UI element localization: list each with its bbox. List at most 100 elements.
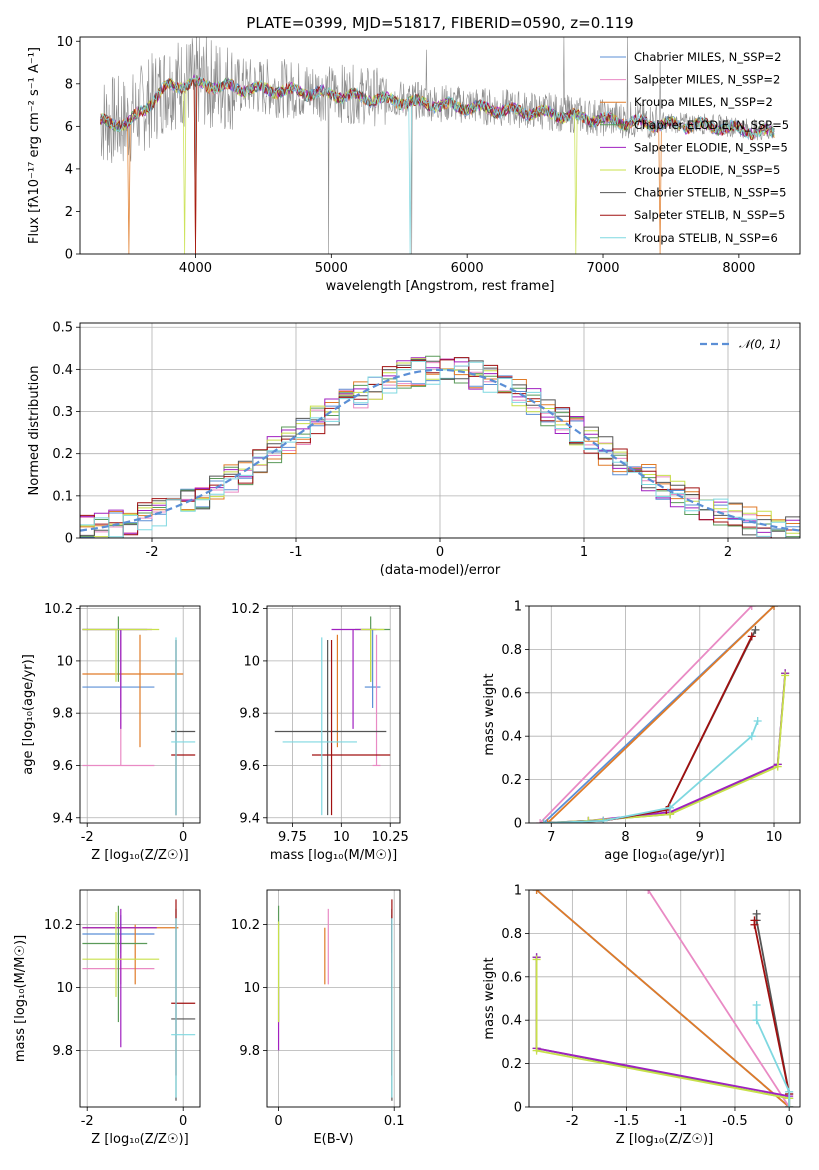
x-tick-label: 1	[580, 545, 588, 560]
y-tick-label: 1	[514, 600, 522, 615]
x-tick-label: -1.5	[614, 1114, 639, 1129]
legend-label: Salpeter STELIB, N_SSP=5	[634, 208, 785, 222]
y-tick-label: 0	[514, 1101, 522, 1116]
marker-chabrier_stelib	[751, 625, 760, 634]
marker-kroupa_stelib	[752, 1016, 761, 1025]
y-axis-label: mass weight	[482, 957, 497, 1039]
x-tick-label: 9.75	[278, 830, 307, 845]
y-tick-label: 10	[56, 981, 73, 996]
y-tick-label: 0.4	[501, 1014, 522, 1029]
y-tick-label: 0.3	[52, 405, 73, 420]
x-axis-label: (data-model)/error	[380, 563, 501, 578]
y-tick-label: 6	[65, 120, 73, 135]
marker-kroupa_miles	[770, 606, 779, 610]
y-tick-label: 10.2	[231, 602, 260, 617]
mass-weight-line-kroupa_miles	[536, 890, 790, 1107]
x-axis-label: age [log₁₀(age/yr)]	[604, 848, 725, 863]
mass-weight-line-kroupa_miles	[546, 606, 775, 823]
y-tick-label: 9.6	[239, 759, 260, 774]
x-tick-label: 0	[785, 1114, 793, 1129]
x-tick-label: 4000	[179, 261, 212, 276]
x-axis-label: wavelength [Angstrom, rest frame]	[326, 279, 555, 294]
y-tick-label: 0.2	[52, 447, 73, 462]
legend-label-normal: 𝒩(0, 1)	[739, 337, 781, 351]
y-tick-label: 8	[65, 77, 73, 92]
legend-label: Kroupa ELODIE, N_SSP=5	[634, 163, 780, 177]
marker-salpeter_stelib	[747, 632, 756, 641]
panel-7: -2 -1.5 -1 -0.5 0 0 0.2 0.4 0.6 0.8 1 Z [log₁₀(Z/Z☉…	[482, 884, 801, 1147]
model-spectrum-8	[100, 77, 775, 254]
x-tick-label: 10	[766, 830, 783, 845]
x-tick-label: -2	[566, 1114, 579, 1129]
mass-weight-line-kroupa_stelib	[755, 1005, 791, 1107]
plot-area-3	[267, 606, 400, 823]
panel-5: -2 0 9.8 10 10.2 Z [log₁₀(Z/Z☉)] mass [log₁₀(M…	[13, 889, 201, 1147]
x-tick-label: 7	[547, 830, 555, 845]
x-axis-label: E(B-V)	[313, 1132, 353, 1147]
x-axis-label: Z [log₁₀(Z/Z☉)]	[91, 848, 188, 863]
y-tick-label: 0.4	[501, 730, 522, 745]
mass-weight-line-kroupa_elodie	[535, 959, 791, 1107]
marker-kroupa_stelib	[599, 816, 608, 823]
marker-kroupa_miles	[532, 890, 541, 894]
x-tick-label: 0	[179, 830, 187, 845]
x-tick-label: 9	[696, 830, 704, 845]
x-tick-label: 5000	[315, 261, 348, 276]
x-axis-label: Z [log₁₀(Z/Z☉)]	[616, 1132, 713, 1147]
axes-frame	[79, 889, 201, 1108]
x-axis-label: mass [log₁₀(M/M☉)]	[270, 848, 397, 863]
y-tick-label: 9.8	[239, 1044, 260, 1059]
marker-kroupa_elodie	[532, 955, 541, 964]
mass-weight-line-kroupa_elodie	[543, 675, 787, 823]
y-tick-label: 0.5	[52, 321, 73, 336]
marker-kroupa_stelib	[752, 1001, 761, 1010]
x-tick-label: -0.5	[722, 1114, 747, 1129]
y-tick-label: 10	[56, 35, 73, 50]
y-tick-label: 0.8	[501, 927, 522, 942]
chart-title: PLATE=0399, MJD=51817, FIBERID=0590, z=0…	[246, 14, 633, 32]
y-tick-label: 0.8	[501, 643, 522, 658]
panel-4: 7 8 9 10 0 0.2 0.4 0.6 0.8 1 age [log₁₀(age/yr)] ma…	[482, 600, 801, 863]
marker-salpeter_stelib	[750, 920, 759, 929]
axes-frame	[266, 605, 401, 824]
x-tick-label: 8	[621, 830, 629, 845]
legend-label: Kroupa MILES, N_SSP=2	[634, 95, 773, 109]
y-tick-label: 10.2	[231, 918, 260, 933]
y-axis-label: mass [log₁₀(M/M☉)]	[13, 935, 28, 1062]
x-tick-label: 0.1	[384, 1114, 405, 1129]
x-tick-label: 10	[333, 830, 350, 845]
axes-frame	[79, 322, 801, 539]
histogram-salpeter_stelib	[80, 357, 800, 538]
y-tick-label: 9.8	[52, 707, 73, 722]
x-tick-label: 8000	[722, 261, 755, 276]
axes-frame	[79, 605, 201, 824]
legend-label: Chabrier ELODIE, N_SSP=5	[634, 118, 789, 132]
y-tick-label: 10.2	[44, 602, 73, 617]
y-tick-label: 9.4	[239, 811, 260, 826]
marker-kroupa_stelib	[539, 819, 548, 823]
x-tick-label: -2	[81, 830, 94, 845]
marker-salpeter_miles	[747, 606, 756, 610]
x-tick-label: 0	[436, 545, 444, 560]
y-tick-label: 0.6	[501, 686, 522, 701]
panel-0: 4000 5000 6000 7000 8000 0 2 4 6 8 10 wavelength [A…	[27, 14, 801, 294]
panel-6: 0 0.1 9.8 10 10.2 E(B-V)	[231, 889, 405, 1147]
panel-3: 9.75 10 10.25 9.4 9.6 9.8 10 10.2 mass [log₁₀(M/…	[231, 602, 409, 863]
x-tick-label: -1	[674, 1114, 687, 1129]
x-tick-label: 0	[274, 1114, 282, 1129]
axes-frame	[528, 605, 801, 824]
plot-area-1	[80, 323, 800, 538]
y-tick-label: 2	[65, 205, 73, 220]
y-tick-label: 0.4	[52, 363, 73, 378]
y-tick-label: 9.8	[52, 1044, 73, 1059]
y-tick-label: 0	[65, 248, 73, 263]
y-tick-label: 0.1	[52, 489, 73, 504]
histogram-salpeter_miles	[80, 358, 800, 538]
plot-area-7	[529, 890, 800, 1107]
x-tick-label: -2	[81, 1114, 94, 1129]
legend-label: Kroupa STELIB, N_SSP=6	[634, 231, 778, 245]
plot-area-4	[529, 606, 800, 823]
y-tick-label: 9.8	[239, 707, 260, 722]
x-tick-label: 2	[724, 545, 732, 560]
